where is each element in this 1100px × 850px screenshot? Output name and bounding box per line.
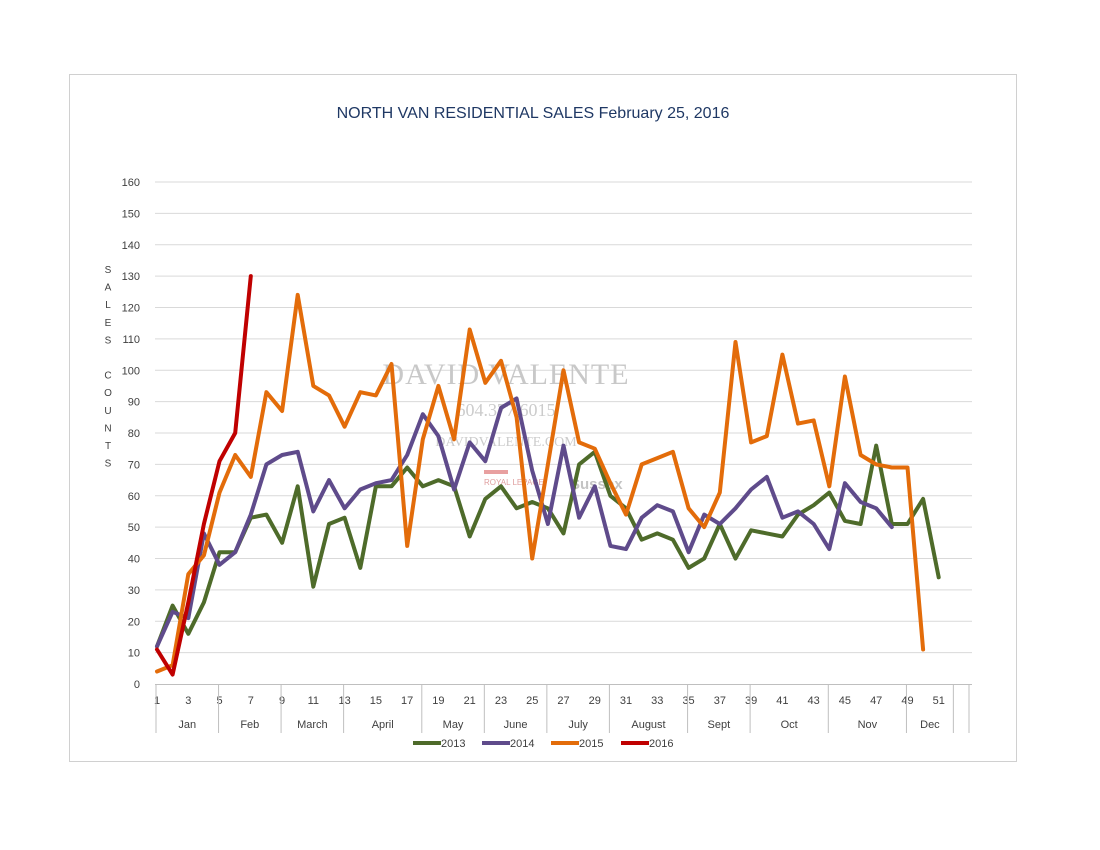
y-tick-80: 80 [128, 428, 140, 440]
gridlines [155, 181, 972, 654]
x-tick-21: 21 [464, 695, 476, 707]
watermark-phone: 604.377.6015 [457, 400, 556, 420]
x-tick-35: 35 [682, 695, 694, 707]
x-tick-33: 33 [651, 695, 663, 707]
x-tick-11: 11 [308, 695, 319, 707]
x-tick-9: 9 [279, 695, 285, 707]
x-tick-13: 13 [338, 695, 350, 707]
y-label-letter: S [105, 459, 112, 470]
y-label-letter: E [105, 318, 112, 329]
watermark-brokerage: ROYAL LEPAGE [484, 478, 544, 487]
y-label-letter: T [105, 441, 111, 452]
y-label-letter: O [104, 388, 112, 399]
y-tick-130: 130 [122, 271, 140, 283]
y-tick-20: 20 [128, 616, 140, 628]
y-label-letter: N [104, 423, 111, 434]
y-tick-60: 60 [128, 491, 140, 503]
x-tick-17: 17 [401, 695, 413, 707]
y-tick-30: 30 [128, 585, 140, 597]
month-label-oct: Oct [781, 719, 798, 731]
watermark-website: DAVIDVALENTE.COM [435, 435, 577, 450]
y-tick-120: 120 [122, 303, 140, 315]
month-label-june: June [504, 719, 528, 731]
month-label-march: March [297, 719, 328, 731]
x-tick-23: 23 [495, 695, 507, 707]
legend-label-2014: 2014 [510, 738, 534, 750]
x-tick-7: 7 [248, 695, 254, 707]
legend: 2013 2014 2015 2016 [413, 738, 673, 750]
chart-title: NORTH VAN RESIDENTIAL SALES February 25,… [337, 105, 730, 122]
watermark-logo-bar [484, 470, 508, 474]
x-tick-43: 43 [808, 695, 820, 707]
y-label-letter: S [105, 265, 112, 276]
y-tick-100: 100 [122, 365, 140, 377]
x-tick-49: 49 [901, 695, 913, 707]
series-line-2015 [155, 292, 926, 674]
y-label-letter: S [105, 335, 112, 346]
x-tick-15: 15 [370, 695, 382, 707]
y-axis-ticks: 0 10 20 30 40 50 60 70 80 90 100 110 120 130 140 150 160 [122, 177, 140, 691]
x-tick-45: 45 [839, 695, 851, 707]
legend-label-2013: 2013 [441, 738, 465, 750]
x-tick-19: 19 [432, 695, 444, 707]
month-label-april: April [372, 719, 394, 731]
month-label-jan: Jan [178, 719, 196, 731]
x-tick-27: 27 [557, 695, 569, 707]
x-tick-37: 37 [714, 695, 726, 707]
x-axis: 1 3 5 7 9 11 13 15 17 19 21 23 25 27 29 31 33 35 37 39 41 43 4… [154, 684, 972, 733]
x-tick-25: 25 [526, 695, 538, 707]
y-tick-10: 10 [128, 648, 140, 660]
month-label-feb: Feb [240, 719, 259, 731]
x-tick-1: 1 [154, 695, 160, 707]
legend-label-2016: 2016 [649, 738, 673, 750]
month-label-may: May [443, 719, 464, 731]
y-tick-140: 140 [122, 240, 140, 252]
month-label-nov: Nov [858, 719, 878, 731]
y-tick-50: 50 [128, 522, 140, 534]
series-line-2014 [155, 396, 894, 649]
y-label-letter: U [104, 406, 111, 417]
y-label-letter: A [105, 283, 112, 294]
legend-label-2015: 2015 [579, 738, 603, 750]
x-tick-31: 31 [620, 695, 632, 707]
y-tick-110: 110 [122, 334, 140, 346]
y-tick-40: 40 [128, 554, 140, 566]
month-label-dec: Dec [920, 719, 940, 731]
y-tick-0: 0 [134, 679, 140, 691]
series-line-2016 [155, 274, 253, 677]
x-tick-39: 39 [745, 695, 757, 707]
x-tick-41: 41 [776, 695, 788, 707]
chart-frame: NORTH VAN RESIDENTIAL SALES February 25,… [69, 74, 1017, 762]
month-label-sept: Sept [708, 719, 731, 731]
month-label-july: July [568, 719, 588, 731]
x-tick-29: 29 [589, 695, 601, 707]
series-line-2013 [155, 443, 941, 649]
x-tick-51: 51 [933, 695, 945, 707]
month-label-august: August [631, 719, 665, 731]
chart-area: NORTH VAN RESIDENTIAL SALES February 25,… [104, 105, 972, 750]
y-label-letter: L [105, 300, 111, 311]
y-label-letter: C [104, 371, 111, 382]
series-lines [155, 274, 941, 677]
y-tick-150: 150 [122, 208, 140, 220]
x-tick-3: 3 [185, 695, 191, 707]
y-tick-160: 160 [122, 177, 140, 189]
x-tick-47: 47 [870, 695, 882, 707]
y-tick-70: 70 [128, 459, 140, 471]
x-tick-5: 5 [216, 695, 222, 707]
y-tick-90: 90 [128, 397, 140, 409]
